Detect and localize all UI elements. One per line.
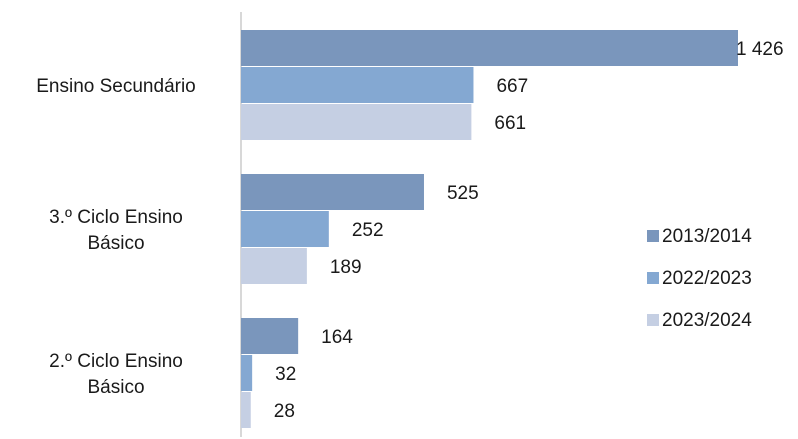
bar-1-2022-2023 [241, 67, 474, 103]
category-label: 2.º Ciclo Ensino Básico [49, 351, 183, 398]
value-label: 1 426 [736, 39, 784, 60]
bar-3-2022-2023 [241, 355, 253, 391]
category-label: 3.º Ciclo Ensino Básico [49, 207, 183, 254]
category-label-line: Ensino Secundário [36, 76, 196, 97]
legend-label: 2022/2023 [662, 268, 752, 289]
value-label: 28 [274, 401, 295, 422]
bar-2-2022-2023 [241, 211, 329, 247]
legend-swatch [647, 230, 659, 242]
bar-2-2023-2024 [241, 248, 307, 284]
category-label: Ensino Secundário [36, 76, 196, 97]
bar-3-2013-2014 [241, 318, 299, 354]
legend-swatch [647, 314, 659, 326]
bars-group [241, 30, 738, 428]
value-label: 661 [494, 113, 526, 134]
value-labels-group: 1 426 667 661 525 252 189 164 32 28 [274, 39, 784, 422]
legend-swatch [647, 272, 659, 284]
bar-2-2013-2014 [241, 174, 424, 210]
category-label-line: Básico [87, 233, 144, 254]
value-label: 252 [352, 220, 384, 241]
value-label: 525 [447, 183, 479, 204]
bar-1-2013-2014 [241, 30, 738, 66]
value-label: 32 [275, 364, 296, 385]
legend: 2013/2014 2022/2023 2023/2024 [647, 226, 752, 331]
category-label-line: 3.º Ciclo Ensino [49, 207, 183, 228]
legend-label: 2023/2024 [662, 310, 752, 331]
category-label-line: Básico [87, 377, 144, 398]
legend-label: 2013/2014 [662, 226, 752, 247]
value-label: 189 [330, 257, 362, 278]
bar-3-2023-2024 [241, 392, 251, 428]
value-label: 667 [496, 76, 528, 97]
category-label-line: 2.º Ciclo Ensino [49, 351, 183, 372]
bar-1-2023-2024 [241, 104, 472, 140]
value-label: 164 [321, 327, 353, 348]
